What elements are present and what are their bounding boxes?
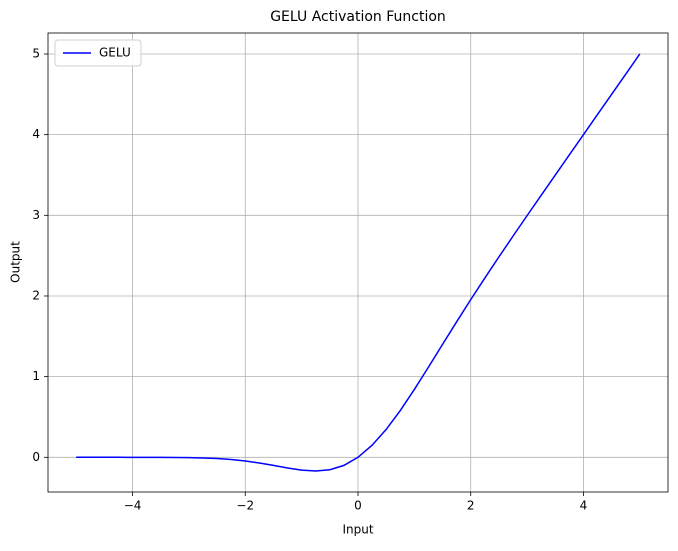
y-tick-label: 1 [32,369,40,383]
y-axis-label: Output [9,241,23,283]
y-tick-label: 2 [32,288,40,302]
legend-box [54,39,142,67]
y-tick-label: 3 [32,208,40,222]
x-tick-label: 0 [354,499,362,513]
data-line [76,53,641,472]
x-tick-label: 2 [467,499,475,513]
x-tick-label: −2 [236,499,254,513]
plot-frame [47,32,669,493]
x-tick-label: −4 [124,499,142,513]
y-tick-label: 4 [32,127,40,141]
chart-title: GELU Activation Function [270,9,446,25]
legend-label: GELU [99,46,131,60]
x-tick-label: 4 [580,499,588,513]
y-tick-label: 5 [32,46,40,60]
y-tick-label: 0 [32,450,40,464]
x-axis-label: Input [342,523,373,537]
